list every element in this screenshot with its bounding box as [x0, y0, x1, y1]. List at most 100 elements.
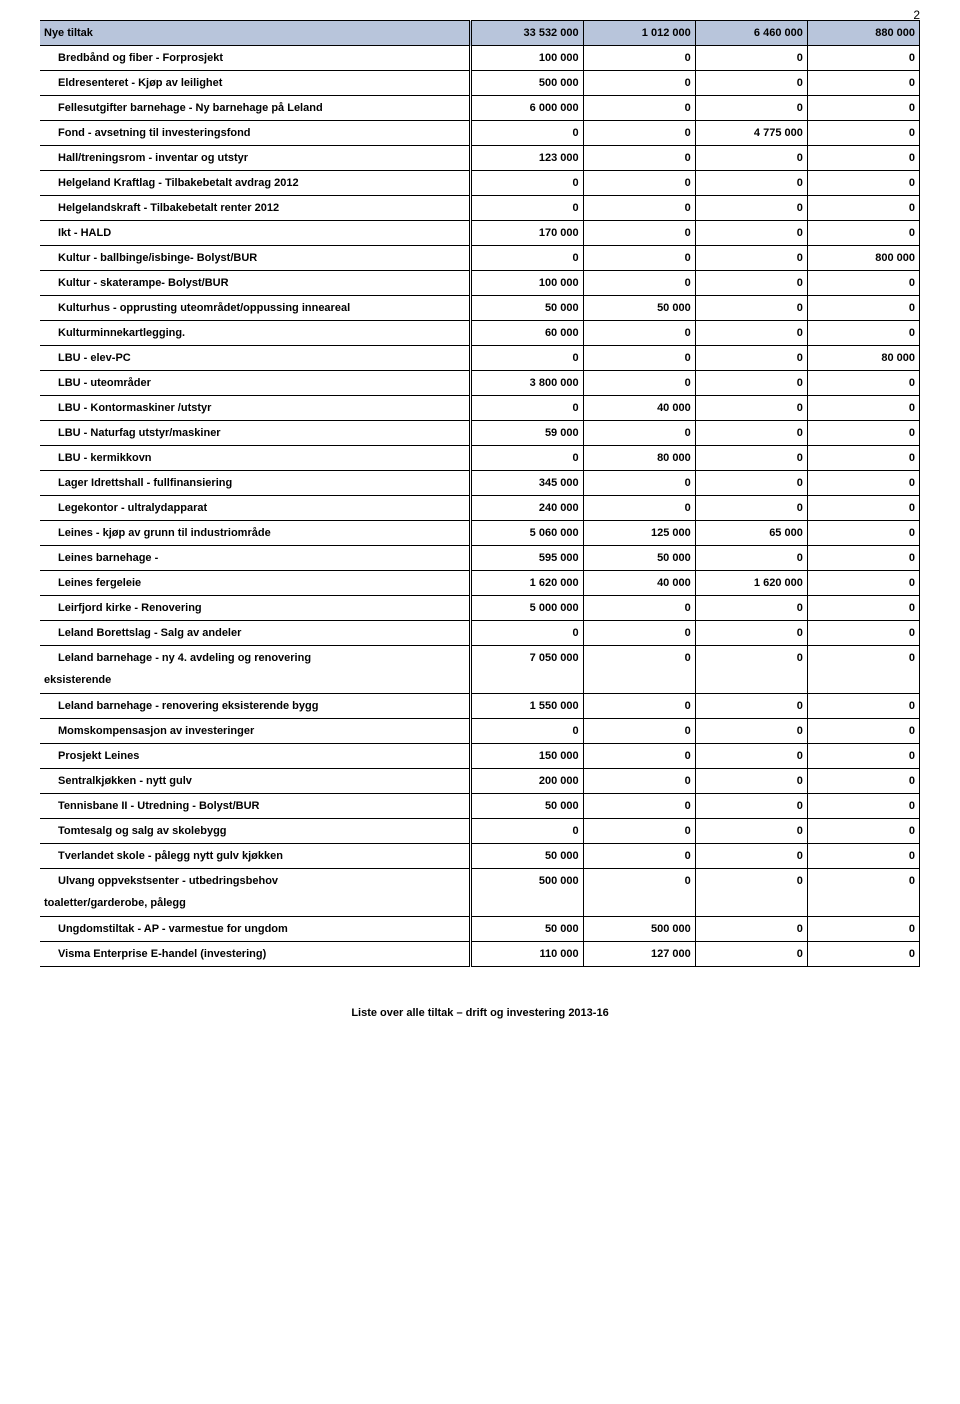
row-col-1: 6 000 000 [471, 96, 583, 121]
row-label: LBU - kermikkovn [40, 446, 471, 471]
row-col-2: 127 000 [583, 942, 695, 967]
row-col-3: 0 [695, 694, 807, 719]
row-col-4: 0 [807, 121, 919, 146]
row-label: Fellesutgifter barnehage - Ny barnehage … [40, 96, 471, 121]
row-label-line1: Ulvang oppvekstsenter - utbedringsbehov [44, 875, 465, 887]
row-label: Lager Idrettshall - fullfinansiering [40, 471, 471, 496]
row-col-1: 3 800 000 [471, 371, 583, 396]
row-col-3: 65 000 [695, 521, 807, 546]
row-col-1: 0 [471, 171, 583, 196]
table-row: Tennisbane II - Utredning - Bolyst/BUR50… [40, 794, 920, 819]
row-col-3: 0 [695, 346, 807, 371]
row-col-2: 0 [583, 196, 695, 221]
row-col-2: 0 [583, 769, 695, 794]
row-col-1: 5 000 000 [471, 596, 583, 621]
row-label: Leines fergeleie [40, 571, 471, 596]
row-col-2: 0 [583, 146, 695, 171]
row-col-3: 0 [695, 246, 807, 271]
row-col-3: 0 [695, 744, 807, 769]
row-col-1: 50 000 [471, 296, 583, 321]
page-number: 2 [913, 8, 920, 22]
table-row: Ungdomstiltak - AP - varmestue for ungdo… [40, 917, 920, 942]
row-col-4: 0 [807, 546, 919, 571]
row-col-4: 0 [807, 471, 919, 496]
row-col-1: 150 000 [471, 744, 583, 769]
table-row: Ikt - HALD170 000000 [40, 221, 920, 246]
row-col-1: 500 000 [471, 71, 583, 96]
table-header-row: Nye tiltak33 532 0001 012 0006 460 00088… [40, 21, 920, 46]
row-label: Helgelandskraft - Tilbakebetalt renter 2… [40, 196, 471, 221]
row-label: Kultur - ballbinge/isbinge- Bolyst/BUR [40, 246, 471, 271]
footer-text: Liste over alle tiltak – drift og invest… [40, 1007, 920, 1019]
row-col-4: 0 [807, 371, 919, 396]
row-col-3: 1 620 000 [695, 571, 807, 596]
row-label: Leland barnehage - renovering eksisteren… [40, 694, 471, 719]
table-row: Leines fergeleie1 620 00040 0001 620 000… [40, 571, 920, 596]
row-label: Prosjekt Leines [40, 744, 471, 769]
row-col-3: 0 [695, 146, 807, 171]
row-col-4: 0 [807, 819, 919, 844]
row-col-1: 170 000 [471, 221, 583, 246]
row-label: Tverlandet skole - pålegg nytt gulv kjøk… [40, 844, 471, 869]
row-label: Ulvang oppvekstsenter - utbedringsbehovt… [40, 869, 471, 917]
row-col-2: 80 000 [583, 446, 695, 471]
row-label: Hall/treningsrom - inventar og utstyr [40, 146, 471, 171]
row-col-1: 345 000 [471, 471, 583, 496]
row-label: Helgeland Kraftlag - Tilbakebetalt avdra… [40, 171, 471, 196]
row-col-2: 0 [583, 246, 695, 271]
table-row: LBU - uteområder3 800 000000 [40, 371, 920, 396]
header-col-3: 6 460 000 [695, 21, 807, 46]
row-col-1: 50 000 [471, 844, 583, 869]
row-col-3: 0 [695, 719, 807, 744]
row-col-3: 0 [695, 96, 807, 121]
row-col-4: 0 [807, 621, 919, 646]
row-col-4: 0 [807, 396, 919, 421]
row-label: Legekontor - ultralydapparat [40, 496, 471, 521]
table-row: Leland barnehage - ny 4. avdeling og ren… [40, 646, 920, 694]
row-col-2: 125 000 [583, 521, 695, 546]
row-label: LBU - elev-PC [40, 346, 471, 371]
table-row: LBU - Naturfag utstyr/maskiner59 000000 [40, 421, 920, 446]
row-col-4: 0 [807, 571, 919, 596]
row-col-3: 0 [695, 496, 807, 521]
row-col-3: 0 [695, 296, 807, 321]
row-col-1: 100 000 [471, 46, 583, 71]
row-col-2: 0 [583, 371, 695, 396]
row-col-2: 0 [583, 794, 695, 819]
row-label-line1: Leland barnehage - ny 4. avdeling og ren… [44, 652, 465, 664]
row-label: Eldresenteret - Kjøp av leilighet [40, 71, 471, 96]
table-row: Fellesutgifter barnehage - Ny barnehage … [40, 96, 920, 121]
row-col-4: 0 [807, 719, 919, 744]
row-col-1: 0 [471, 346, 583, 371]
row-col-2: 0 [583, 819, 695, 844]
row-col-4: 0 [807, 146, 919, 171]
table-row: Leines barnehage -595 00050 00000 [40, 546, 920, 571]
row-col-4: 0 [807, 844, 919, 869]
row-col-2: 0 [583, 271, 695, 296]
row-col-4: 800 000 [807, 246, 919, 271]
table-row: Fond - avsetning til investeringsfond004… [40, 121, 920, 146]
row-col-3: 0 [695, 942, 807, 967]
row-label: LBU - Kontormaskiner /utstyr [40, 396, 471, 421]
row-col-2: 0 [583, 744, 695, 769]
table-row: Leland Borettslag - Salg av andeler0000 [40, 621, 920, 646]
row-col-4: 0 [807, 46, 919, 71]
row-col-2: 0 [583, 844, 695, 869]
row-col-2: 40 000 [583, 571, 695, 596]
row-col-2: 0 [583, 346, 695, 371]
row-col-3: 0 [695, 769, 807, 794]
table-row: Tverlandet skole - pålegg nytt gulv kjøk… [40, 844, 920, 869]
row-col-2: 0 [583, 71, 695, 96]
row-col-4: 0 [807, 942, 919, 967]
table-row: Legekontor - ultralydapparat240 000000 [40, 496, 920, 521]
row-label: Visma Enterprise E-handel (investering) [40, 942, 471, 967]
row-col-1: 0 [471, 621, 583, 646]
row-col-3: 0 [695, 421, 807, 446]
row-col-2: 0 [583, 719, 695, 744]
table-row: Hall/treningsrom - inventar og utstyr123… [40, 146, 920, 171]
row-col-3: 0 [695, 917, 807, 942]
row-col-2: 0 [583, 421, 695, 446]
row-col-1: 110 000 [471, 942, 583, 967]
row-col-4: 0 [807, 646, 919, 694]
row-col-4: 0 [807, 694, 919, 719]
